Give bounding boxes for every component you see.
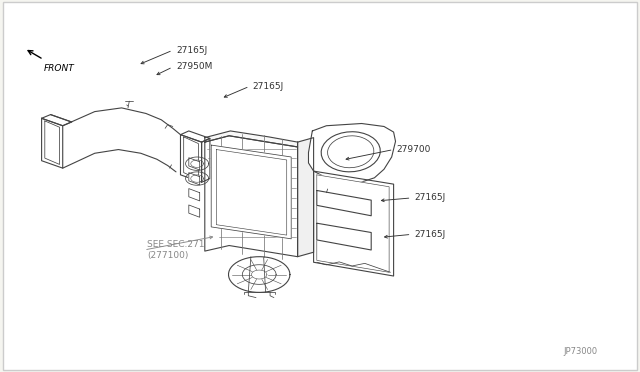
Text: 279700: 279700 bbox=[397, 145, 431, 154]
Polygon shape bbox=[202, 138, 210, 182]
Text: 27165J: 27165J bbox=[253, 82, 284, 91]
FancyBboxPatch shape bbox=[3, 2, 637, 370]
Polygon shape bbox=[216, 150, 287, 235]
Ellipse shape bbox=[328, 136, 374, 168]
Polygon shape bbox=[308, 124, 396, 183]
Polygon shape bbox=[180, 131, 210, 142]
Polygon shape bbox=[298, 138, 314, 257]
Text: FRONT: FRONT bbox=[44, 64, 74, 73]
Polygon shape bbox=[184, 137, 198, 179]
Text: 27165J: 27165J bbox=[176, 46, 207, 55]
Text: 27950M: 27950M bbox=[176, 62, 212, 71]
Text: 27165J: 27165J bbox=[415, 230, 446, 239]
Polygon shape bbox=[180, 135, 202, 182]
Polygon shape bbox=[189, 173, 200, 185]
Polygon shape bbox=[205, 136, 298, 257]
Polygon shape bbox=[317, 175, 389, 272]
Text: SEE SEC.271
(277100): SEE SEC.271 (277100) bbox=[147, 240, 205, 260]
Polygon shape bbox=[205, 131, 298, 147]
Text: 27165J: 27165J bbox=[415, 193, 446, 202]
Polygon shape bbox=[211, 145, 291, 239]
Polygon shape bbox=[314, 171, 394, 276]
Ellipse shape bbox=[321, 132, 380, 172]
Polygon shape bbox=[42, 118, 63, 168]
Text: JP73000: JP73000 bbox=[563, 347, 597, 356]
Polygon shape bbox=[189, 158, 200, 170]
Polygon shape bbox=[189, 189, 200, 201]
Polygon shape bbox=[317, 223, 371, 250]
Polygon shape bbox=[45, 121, 60, 164]
Polygon shape bbox=[42, 115, 72, 126]
Polygon shape bbox=[189, 205, 200, 217]
Polygon shape bbox=[317, 190, 371, 216]
